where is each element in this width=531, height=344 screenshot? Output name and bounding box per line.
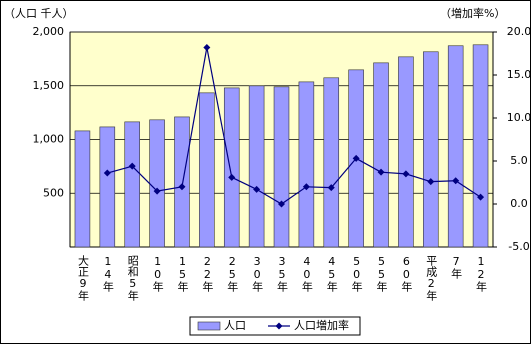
bar bbox=[373, 62, 389, 248]
bar bbox=[447, 45, 464, 248]
x-tick-label: 60年 bbox=[400, 255, 413, 292]
bar bbox=[273, 86, 290, 248]
line-marker bbox=[327, 184, 335, 192]
line-marker bbox=[278, 200, 285, 208]
x-tick-label: 14年 bbox=[101, 255, 114, 292]
line-marker bbox=[377, 168, 385, 176]
y2-tick-label: 5.0 bbox=[510, 154, 528, 167]
bar bbox=[423, 51, 439, 248]
y-axis-label: （人口 千人） bbox=[4, 7, 74, 20]
line bbox=[107, 47, 481, 205]
line-marker bbox=[352, 154, 360, 162]
x-tick-label: 昭和5年 bbox=[126, 255, 139, 301]
bar bbox=[174, 116, 190, 248]
x-tick-label: 45年 bbox=[325, 255, 338, 292]
bar bbox=[74, 130, 91, 248]
line-marker bbox=[103, 169, 111, 177]
x-tick-label: 大正9年 bbox=[76, 254, 89, 301]
bar bbox=[398, 56, 414, 248]
x-tick-label: 25年 bbox=[226, 255, 239, 292]
y-tick-label: 2,000 bbox=[33, 25, 65, 38]
legend-label: 人口増加率 bbox=[294, 318, 349, 332]
legend-marker bbox=[275, 322, 283, 330]
bar bbox=[124, 121, 140, 248]
y2-tick-label: 0.0 bbox=[510, 197, 528, 210]
bar bbox=[248, 85, 265, 248]
x-tick-label: 平成2年 bbox=[425, 255, 438, 301]
x-tick-label: 30年 bbox=[251, 255, 264, 292]
legend-label: 人口 bbox=[224, 319, 246, 332]
x-tick-label: 22年 bbox=[201, 255, 214, 292]
x-tick-label: 7年 bbox=[450, 255, 463, 279]
bar bbox=[472, 44, 489, 248]
x-tick-label: 35年 bbox=[276, 255, 289, 292]
line-marker bbox=[477, 193, 485, 201]
line-marker bbox=[427, 178, 435, 186]
x-tick-label: 12年 bbox=[475, 255, 488, 292]
y-tick-label: 1,000 bbox=[33, 133, 65, 146]
line-marker bbox=[153, 187, 161, 195]
x-tick-label: 55年 bbox=[375, 255, 388, 292]
line-marker bbox=[128, 162, 136, 170]
y2-tick-label: 20.0 bbox=[507, 25, 531, 38]
y2-tick-label: -5.0 bbox=[508, 240, 529, 253]
y-tick-label: 1,500 bbox=[33, 79, 65, 92]
y2-tick-label: 15.0 bbox=[507, 68, 531, 81]
bar bbox=[298, 81, 315, 248]
bar bbox=[199, 92, 215, 248]
line-marker bbox=[178, 183, 186, 191]
line-marker bbox=[402, 170, 410, 178]
x-tick-label: 40年 bbox=[300, 255, 313, 292]
legend-swatch bbox=[197, 321, 221, 331]
line-marker bbox=[253, 185, 261, 193]
line-marker bbox=[452, 177, 460, 185]
x-tick-label: 50年 bbox=[350, 255, 363, 292]
y2-axis-label: （増加率%） bbox=[440, 6, 505, 20]
line-marker bbox=[302, 183, 310, 191]
bar bbox=[323, 77, 340, 248]
line-marker bbox=[228, 173, 236, 181]
x-tick-label: 15年 bbox=[176, 255, 189, 292]
bar bbox=[99, 126, 116, 248]
y-tick-label: 500 bbox=[43, 186, 64, 199]
bar bbox=[149, 119, 165, 248]
bar bbox=[223, 87, 240, 248]
y2-tick-label: 10.0 bbox=[507, 111, 531, 124]
x-tick-label: 10年 bbox=[151, 255, 164, 292]
line-marker bbox=[203, 43, 211, 51]
